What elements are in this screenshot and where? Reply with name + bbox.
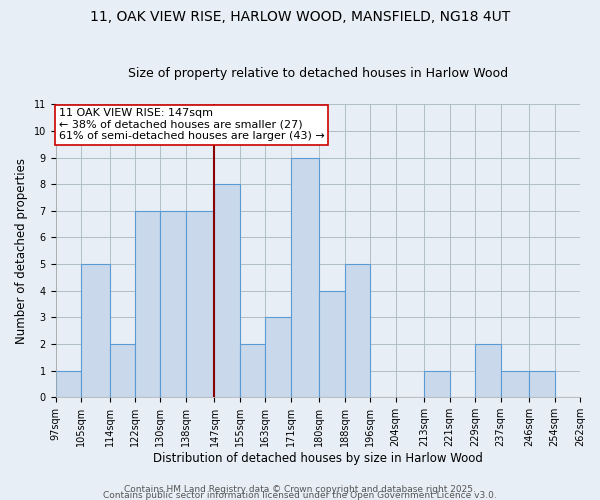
Bar [265, 318, 291, 398]
Bar [319, 291, 345, 398]
Bar [81, 264, 110, 398]
Bar [529, 370, 554, 398]
Bar [424, 370, 449, 398]
Bar [240, 344, 265, 398]
Bar [56, 370, 81, 398]
Bar [291, 158, 319, 398]
Bar [110, 344, 135, 398]
Bar [345, 264, 370, 398]
Bar [500, 370, 529, 398]
Text: Contains public sector information licensed under the Open Government Licence v3: Contains public sector information licen… [103, 490, 497, 500]
Bar [475, 344, 500, 398]
Title: Size of property relative to detached houses in Harlow Wood: Size of property relative to detached ho… [128, 66, 508, 80]
Bar [135, 211, 160, 398]
Text: 11 OAK VIEW RISE: 147sqm
← 38% of detached houses are smaller (27)
61% of semi-d: 11 OAK VIEW RISE: 147sqm ← 38% of detach… [59, 108, 325, 142]
Y-axis label: Number of detached properties: Number of detached properties [15, 158, 28, 344]
Bar [160, 211, 186, 398]
Bar [186, 211, 214, 398]
Bar [214, 184, 240, 398]
Text: 11, OAK VIEW RISE, HARLOW WOOD, MANSFIELD, NG18 4UT: 11, OAK VIEW RISE, HARLOW WOOD, MANSFIEL… [90, 10, 510, 24]
Text: Contains HM Land Registry data © Crown copyright and database right 2025.: Contains HM Land Registry data © Crown c… [124, 484, 476, 494]
X-axis label: Distribution of detached houses by size in Harlow Wood: Distribution of detached houses by size … [153, 452, 483, 465]
